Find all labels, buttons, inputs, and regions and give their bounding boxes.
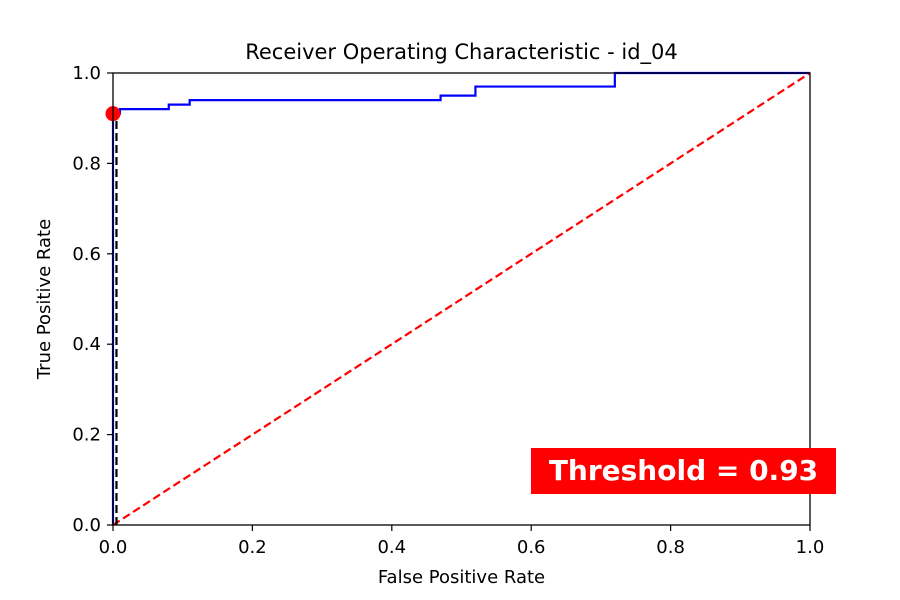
y-tick-label: 0.6 (72, 244, 101, 265)
x-tick-label: 0.2 (238, 537, 267, 558)
x-tick-label: 0.6 (517, 537, 546, 558)
y-tick-label: 0.2 (72, 425, 101, 446)
chance-diagonal-line (112, 72, 811, 526)
ticks-layer: 0.0 0.2 0.4 0.6 0.8 1.0 0.0 0.2 0.4 0.6 0.8 1.0 (72, 63, 824, 558)
chart-title: Receiver Operating Characteristic - id_0… (245, 40, 678, 65)
y-tick-label: 0.8 (72, 153, 101, 174)
threshold-text: Threshold = 0.93 (549, 454, 818, 487)
y-tick-label: 0.4 (72, 334, 101, 355)
plot-frame (112, 72, 811, 526)
y-tick-label: 1.0 (72, 63, 101, 84)
x-tick-label: 0.0 (99, 537, 128, 558)
x-tick-label: 1.0 (796, 537, 825, 558)
x-tick-label: 0.4 (377, 537, 406, 558)
threshold-box (531, 448, 836, 494)
x-axis-label: False Positive Rate (378, 567, 545, 588)
threshold-annotation: Threshold = 0.93 (531, 448, 836, 494)
x-tick-label: 0.8 (656, 537, 685, 558)
y-tick-label: 0.0 (72, 515, 101, 536)
y-axis-label: True Positive Rate (34, 219, 55, 380)
